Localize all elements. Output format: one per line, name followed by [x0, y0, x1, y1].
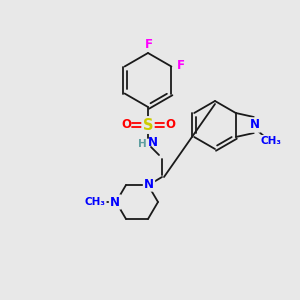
Text: O: O [121, 118, 131, 131]
Text: H: H [138, 139, 146, 149]
Text: N: N [110, 196, 120, 208]
Text: N: N [148, 136, 158, 148]
Text: S: S [143, 118, 153, 133]
Text: N: N [144, 178, 154, 190]
Text: CH₃: CH₃ [260, 136, 281, 146]
Text: F: F [176, 59, 184, 72]
Text: CH₃: CH₃ [85, 197, 106, 207]
Text: N: N [250, 118, 260, 131]
Text: O: O [165, 118, 175, 131]
Text: F: F [145, 38, 153, 50]
